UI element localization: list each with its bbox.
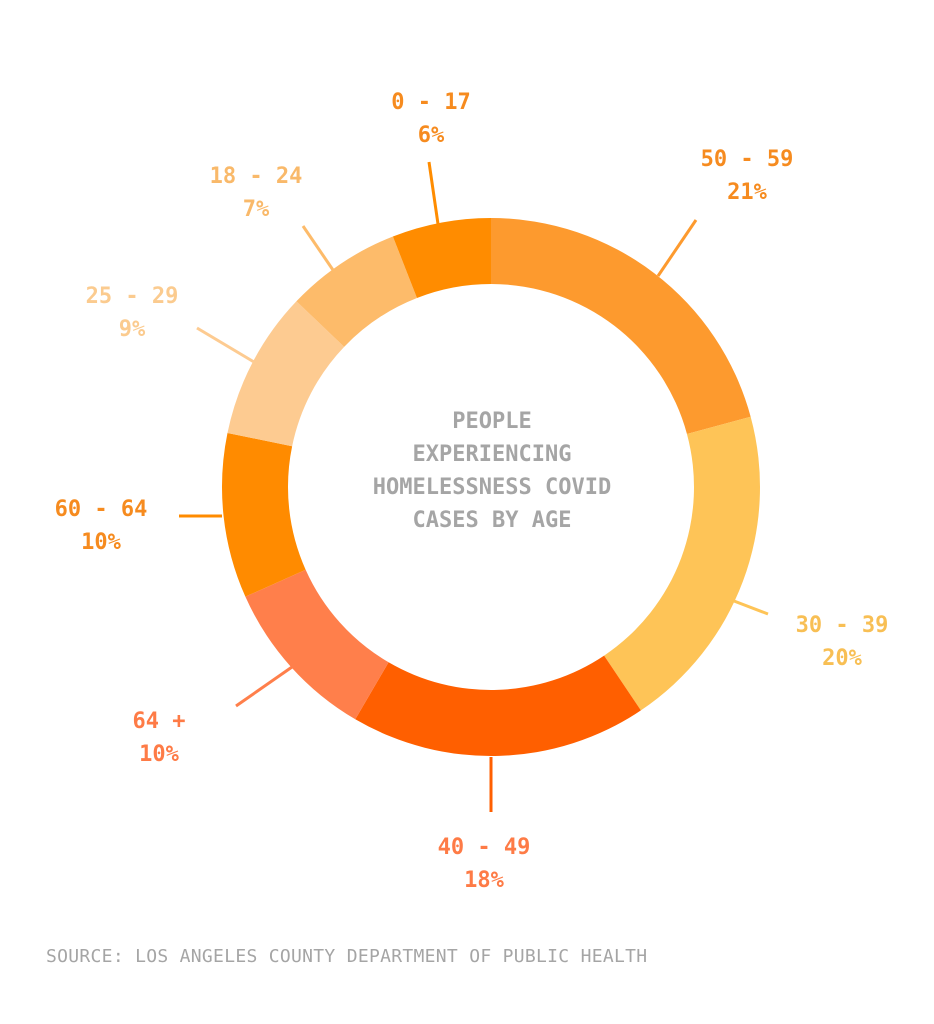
donut-slice: [392, 218, 491, 298]
leader-line: [196, 326, 255, 364]
chart-title: PEOPLE EXPERIENCING HOMELESSNESS COVID C…: [372, 409, 612, 533]
slice-category-label: 18 - 24: [210, 164, 303, 189]
donut-slice: [604, 416, 760, 711]
donut-slice: [296, 236, 417, 347]
slice-value-label: 10%: [81, 530, 121, 555]
slice-value-label: 20%: [822, 646, 862, 671]
leader-line: [427, 161, 440, 225]
slice-value-label: 7%: [243, 197, 270, 222]
donut-slice: [222, 432, 306, 597]
donut-segments: [222, 218, 760, 757]
source-note: SOURCE: LOS ANGELES COUNTY DEPARTMENT OF…: [46, 946, 648, 967]
leader-line: [301, 225, 335, 271]
slice-category-label: 50 - 59: [701, 147, 794, 172]
slice-category-label: 60 - 64: [55, 497, 148, 522]
donut-slice: [245, 569, 389, 720]
slice-value-label: 9%: [119, 317, 146, 342]
slice-category-label: 64 +: [133, 709, 186, 734]
slice-value-label: 10%: [139, 742, 179, 767]
slice-value-label: 18%: [464, 868, 504, 893]
donut-slice: [491, 218, 751, 434]
leader-line: [656, 219, 698, 277]
donut-slice: [355, 655, 641, 757]
leader-lines: [179, 161, 769, 812]
slice-category-label: 0 - 17: [391, 90, 470, 115]
donut-slice: [227, 301, 345, 447]
slice-category-label: 40 - 49: [438, 835, 531, 860]
slice-category-label: 25 - 29: [86, 284, 179, 309]
segment-labels: 50 - 59 21% 30 - 39 20% 40 - 49 18% 64 + 10% 60 …: [55, 90, 889, 893]
slice-category-label: 30 - 39: [796, 613, 889, 638]
slice-value-label: 21%: [727, 180, 767, 205]
slice-value-label: 6%: [418, 123, 445, 148]
leader-line: [235, 665, 293, 708]
leader-line: [733, 599, 769, 616]
